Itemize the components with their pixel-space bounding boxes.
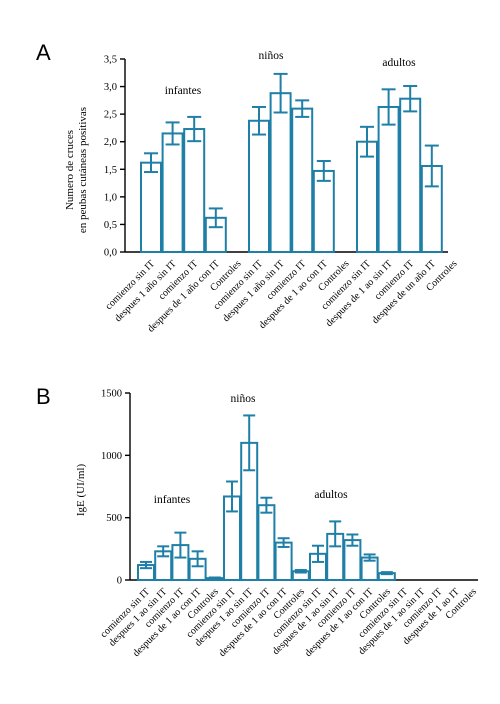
group-label-ninos-b: niños bbox=[231, 393, 256, 405]
bar bbox=[274, 541, 293, 581]
y-axis-label-b: IgE (UI/ml) bbox=[75, 464, 87, 517]
error-bar bbox=[208, 207, 223, 229]
error-bar bbox=[424, 144, 439, 188]
bar bbox=[399, 97, 422, 254]
error-bar bbox=[316, 160, 331, 182]
error-bar bbox=[360, 125, 374, 158]
bar bbox=[257, 504, 276, 582]
y-tick-label: 0 bbox=[117, 576, 122, 587]
error-bar bbox=[140, 560, 152, 570]
chart-panel-a: A Numero de cruces en peubas cutáneas po… bbox=[36, 40, 460, 335]
error-bar bbox=[294, 569, 307, 574]
panel-letter-b: B bbox=[36, 384, 51, 409]
bar bbox=[183, 128, 206, 254]
group-label-infantes-a: infantes bbox=[165, 85, 202, 97]
error-bar bbox=[363, 553, 376, 562]
bar bbox=[248, 119, 270, 254]
error-bar bbox=[403, 85, 418, 113]
error-bar bbox=[208, 576, 221, 580]
bar bbox=[377, 105, 400, 253]
error-bar bbox=[381, 88, 396, 126]
error-bar bbox=[243, 414, 256, 472]
error-bar bbox=[226, 480, 238, 513]
bar bbox=[140, 161, 162, 253]
y-tick-label: 1,5 bbox=[104, 165, 117, 176]
y-tick-label: 3,0 bbox=[104, 82, 117, 93]
error-bar bbox=[277, 537, 290, 548]
y-tick-label: 0,5 bbox=[104, 220, 117, 231]
y-tick-label: 1,0 bbox=[104, 192, 117, 203]
y-tick-label: 3,5 bbox=[104, 55, 117, 66]
y-tick-label: 2,0 bbox=[104, 137, 117, 148]
error-bar bbox=[252, 105, 266, 136]
error-bar bbox=[346, 533, 359, 547]
error-bar bbox=[273, 72, 288, 114]
error-bar bbox=[165, 121, 180, 146]
error-bar bbox=[187, 115, 202, 143]
group-label-adultos-b: adultos bbox=[314, 489, 348, 501]
error-bar bbox=[380, 571, 393, 576]
y-tick-label: 1000 bbox=[101, 451, 122, 462]
error-bar bbox=[157, 545, 170, 558]
group-label-infantes-b: infantes bbox=[154, 494, 191, 506]
error-bar bbox=[191, 550, 204, 568]
y-tick-label: 1500 bbox=[101, 389, 122, 400]
error-bar bbox=[329, 520, 342, 548]
group-label-adultos-a: adultos bbox=[382, 57, 416, 69]
bar bbox=[269, 92, 292, 253]
y-axis-label-a-line2: en peubas cutáneas positivas bbox=[77, 107, 89, 233]
error-bar bbox=[174, 531, 187, 559]
y-tick-label: 2,5 bbox=[104, 110, 117, 121]
bar bbox=[356, 140, 378, 253]
y-tick-label: 500 bbox=[106, 513, 122, 524]
bar bbox=[161, 132, 184, 253]
error-bar bbox=[295, 99, 310, 118]
group-label-ninos-a: niños bbox=[259, 50, 284, 62]
bar bbox=[291, 107, 314, 253]
error-bar bbox=[144, 152, 158, 174]
y-axis-label-a-line1: Numero de cruces bbox=[64, 130, 76, 210]
error-bar bbox=[312, 544, 324, 563]
y-tick-label: 0,0 bbox=[104, 248, 117, 259]
bar bbox=[312, 169, 335, 253]
panel-letter-a: A bbox=[36, 40, 51, 65]
error-bar bbox=[260, 496, 273, 514]
